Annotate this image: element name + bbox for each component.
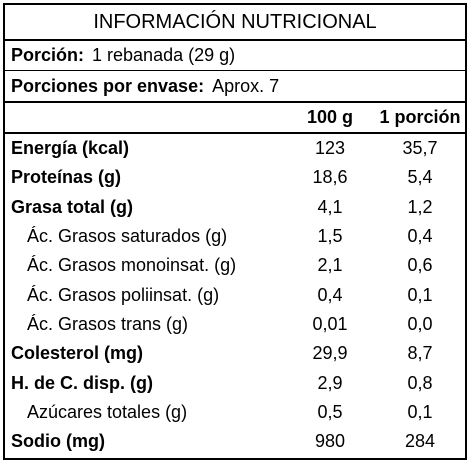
row-label: Ác. Grasos trans (g): [27, 313, 189, 334]
table-row-energy: Energía (kcal) 123 35,7: [5, 134, 465, 163]
row-value-portion: 0,1: [407, 401, 433, 422]
portion-value: 1 rebanada (29 g): [92, 45, 236, 65]
row-value-portion: 0,8: [407, 372, 433, 393]
row-value-portion: 0,4: [407, 226, 433, 247]
nutrition-facts-panel: INFORMACIÓN NUTRICIONAL Porción: 1 reban…: [3, 3, 467, 460]
row-value-portion: 0,0: [407, 313, 433, 334]
row-value-portion: 8,7: [407, 343, 433, 364]
row-label: Azúcares totales (g): [27, 401, 188, 422]
row-value-portion: 0,6: [407, 255, 433, 276]
portions-per-container-value: Aprox. 7: [212, 75, 280, 96]
row-value-100g: 980: [314, 431, 346, 452]
row-label: Grasa total (g): [11, 196, 134, 217]
portions-per-container-row: Porciones por envase: Aprox. 7: [5, 71, 465, 101]
row-label: Proteínas (g): [11, 167, 122, 188]
row-value-portion: 0,1: [407, 284, 433, 305]
row-value-100g: 2,9: [317, 372, 343, 393]
row-label: Sodio (mg): [11, 431, 105, 452]
nutrition-title-text: INFORMACIÓN NUTRICIONAL: [93, 10, 377, 33]
table-row-cholesterol: Colesterol (mg) 29,9 8,7: [5, 339, 465, 368]
row-value-portion: 284: [404, 431, 436, 452]
row-value-portion: 1,2: [407, 196, 433, 217]
row-value-100g: 0,4: [317, 284, 343, 305]
nutrition-title: INFORMACIÓN NUTRICIONAL: [5, 5, 465, 41]
portion-label: Porción:: [11, 45, 85, 65]
table-row-polyunsaturated-fat: Ác. Grasos poliinsat. (g) 0,4 0,1: [5, 280, 465, 309]
table-row-monounsaturated-fat: Ác. Grasos monoinsat. (g) 2,1 0,6: [5, 251, 465, 280]
row-label: Ác. Grasos saturados (g): [27, 226, 228, 247]
row-value-100g: 2,1: [317, 255, 343, 276]
column-header-portion: 1 porción: [379, 107, 461, 127]
row-value-portion: 35,7: [402, 138, 438, 159]
row-value-100g: 4,1: [317, 196, 343, 217]
row-label: Ác. Grasos poliinsat. (g): [27, 284, 220, 305]
row-label: H. de C. disp. (g): [11, 372, 153, 393]
table-row-carbohydrates: H. de C. disp. (g) 2,9 0,8: [5, 368, 465, 397]
row-value-100g: 0,01: [312, 313, 348, 334]
row-label: Ác. Grasos monoinsat. (g): [27, 255, 237, 276]
table-row-total-sugars: Azúcares totales (g) 0,5 0,1: [5, 398, 465, 427]
row-value-100g: 123: [314, 138, 346, 159]
table-row-sodium: Sodio (mg) 980 284: [5, 427, 465, 456]
table-row-trans-fat: Ác. Grasos trans (g) 0,01 0,0: [5, 310, 465, 339]
row-value-100g: 18,6: [312, 167, 348, 188]
row-value-portion: 5,4: [407, 167, 433, 188]
row-label: Colesterol (mg): [11, 343, 144, 364]
table-row-total-fat: Grasa total (g) 4,1 1,2: [5, 193, 465, 222]
row-label: Energía (kcal): [11, 138, 130, 159]
table-row-saturated-fat: Ác. Grasos saturados (g) 1,5 0,4: [5, 222, 465, 251]
row-value-100g: 29,9: [312, 343, 348, 364]
table-row-protein: Proteínas (g) 18,6 5,4: [5, 163, 465, 192]
row-value-100g: 1,5: [317, 226, 343, 247]
portions-per-container-label: Porciones por envase:: [11, 75, 205, 96]
column-header-100g: 100 g: [306, 107, 354, 127]
portion-row: Porción: 1 rebanada (29 g): [5, 41, 465, 71]
row-value-100g: 0,5: [317, 401, 343, 422]
column-header-row: 100 g 1 porción: [5, 101, 465, 134]
